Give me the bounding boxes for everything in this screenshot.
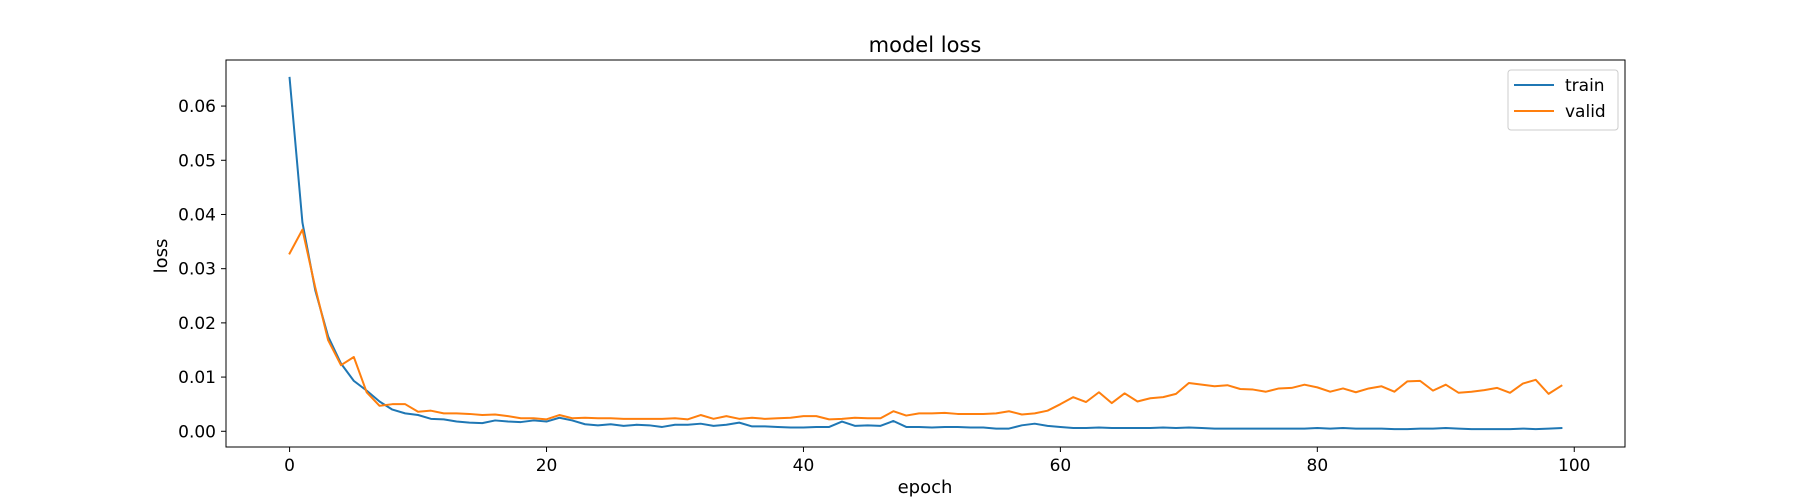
y-tick-label: 0.05 <box>178 151 216 171</box>
y-tick-label: 0.06 <box>178 97 216 117</box>
plot-frame <box>225 59 1626 448</box>
y-tick-label: 0.04 <box>178 205 216 225</box>
legend-label-valid: valid <box>1565 102 1606 122</box>
y-tick-label: 0.02 <box>178 314 216 334</box>
series-line-valid <box>288 228 1563 421</box>
x-axis-label: epoch <box>898 477 953 498</box>
series-line-train <box>288 76 1563 431</box>
series-group <box>288 76 1563 431</box>
chart-title: model loss <box>869 33 982 57</box>
ticks-group: 0 20 40 60 80 100 0.00 0.01 0.02 0.03 0.04 0.05 0.06 <box>178 97 1590 476</box>
y-tick-label: 0.03 <box>178 260 216 280</box>
x-tick-label: 60 <box>1050 456 1072 476</box>
legend-label-train: train <box>1565 76 1605 96</box>
x-tick-label: 20 <box>536 456 558 476</box>
x-tick-label: 80 <box>1307 456 1329 476</box>
x-tick-label: 100 <box>1558 456 1590 476</box>
x-tick-label: 40 <box>793 456 815 476</box>
legend: train valid <box>1507 69 1619 131</box>
y-tick-label: 0.01 <box>178 368 216 388</box>
x-tick-label: 0 <box>284 456 295 476</box>
y-tick-label: 0.00 <box>178 422 216 442</box>
y-axis-label: loss <box>151 239 172 274</box>
